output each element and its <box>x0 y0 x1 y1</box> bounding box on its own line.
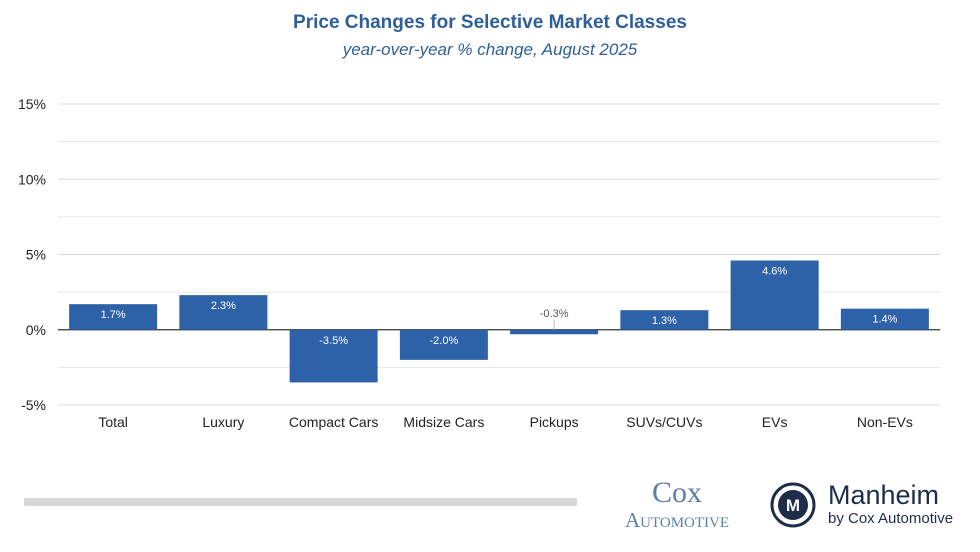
y-tick-label: 5% <box>26 247 46 263</box>
y-tick-label: 15% <box>18 96 46 112</box>
data-label: 1.7% <box>101 309 126 321</box>
data-label: 2.3% <box>211 300 236 312</box>
x-tick-label: Non-EVs <box>857 414 913 430</box>
manheim-logo: M Manheim by Cox Automotive <box>770 480 975 532</box>
bars: 1.7% 2.3% -3.5% -2.0% -0.3% 1.3% 4.6% 1.4% <box>69 260 929 383</box>
cox-logo-automotive: Automotive <box>624 508 730 532</box>
x-tick-label: EVs <box>762 414 788 430</box>
bar <box>179 295 268 330</box>
cox-logo-word: Cox <box>651 476 702 509</box>
y-axis: 15% 10% 5% 0% -5% <box>18 96 46 413</box>
gridlines <box>58 103 940 406</box>
x-tick-label: Total <box>98 414 128 430</box>
bar <box>69 304 158 330</box>
chart-subtitle: year-over-year % change, August 2025 <box>342 40 638 59</box>
data-label: 1.3% <box>652 315 677 327</box>
cox-automotive-logo: Cox Automotive <box>598 476 756 533</box>
data-label: -0.3% <box>540 308 569 320</box>
x-tick-label: Midsize Cars <box>403 414 484 430</box>
data-label: 1.4% <box>872 314 897 326</box>
x-axis: Total Luxury Compact Cars Midsize Cars Picku… <box>98 414 913 430</box>
x-tick-label: Pickups <box>530 414 579 430</box>
manheim-emblem-icon: M <box>770 482 816 528</box>
horizontal-scrollbar[interactable] <box>24 498 577 506</box>
y-tick-label: 0% <box>26 322 46 338</box>
bar-chart: 15% 10% 5% 0% -5% 1.7% 2.3% -3.5% -2.0% -0.3% 1.3… <box>18 96 940 430</box>
data-label: -2.0% <box>430 335 459 347</box>
data-label: 4.6% <box>762 266 787 278</box>
data-label: -3.5% <box>319 335 348 347</box>
bar <box>620 310 709 330</box>
y-tick-label: 10% <box>18 171 46 187</box>
x-tick-label: Luxury <box>202 414 244 430</box>
x-tick-label: Compact Cars <box>289 414 378 430</box>
bar <box>399 329 488 360</box>
manheim-emblem-letter: M <box>786 496 800 515</box>
bar <box>510 329 599 335</box>
bar <box>289 329 378 383</box>
x-tick-label: SUVs/CUVs <box>626 414 702 430</box>
manheim-logo-subtitle: by Cox Automotive <box>828 510 954 527</box>
y-tick-label: -5% <box>21 397 46 413</box>
bar <box>730 260 819 330</box>
chart-title: Price Changes for Selective Market Class… <box>293 12 687 33</box>
bar <box>840 308 929 330</box>
manheim-logo-name: Manheim <box>828 480 940 510</box>
